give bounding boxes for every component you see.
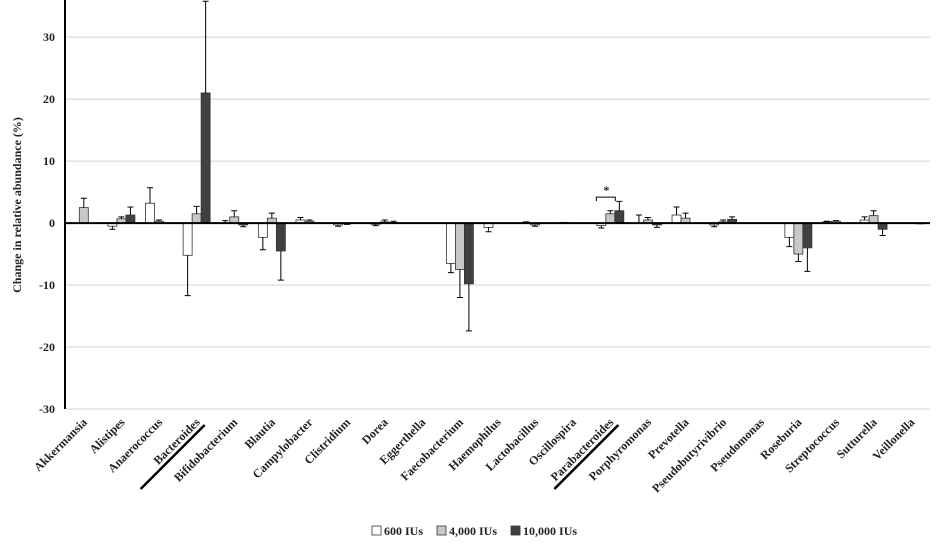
bar	[200, 92, 211, 224]
error-bar	[653, 224, 660, 228]
error-bar	[193, 205, 200, 214]
y-tick-label: -30	[39, 402, 55, 416]
error-bar	[823, 220, 830, 222]
bar	[257, 222, 268, 238]
legend-label: 600 IUs	[384, 524, 423, 538]
x-tick-label: Akkermansia	[31, 415, 90, 474]
bar	[784, 222, 795, 238]
bar	[793, 222, 804, 255]
error-bar	[682, 212, 689, 219]
error-bar	[879, 229, 886, 236]
error-bar	[335, 224, 342, 227]
y-tick-label: 20	[43, 92, 55, 106]
error-bar	[277, 250, 284, 281]
bar	[463, 222, 474, 285]
error-bar	[80, 197, 87, 208]
error-bar	[644, 217, 651, 220]
error-bar	[795, 254, 802, 263]
annotation: *	[603, 183, 609, 197]
error-bar	[786, 237, 793, 248]
error-bar	[598, 225, 605, 229]
legend-swatch	[510, 525, 521, 536]
bar	[868, 215, 879, 224]
y-axis-title: Change in relative abundance (%)	[10, 117, 24, 293]
error-bar	[184, 255, 191, 297]
error-bar	[231, 210, 238, 217]
error-bar	[297, 217, 304, 220]
error-bar	[259, 237, 266, 251]
error-bar	[118, 216, 125, 219]
error-bar	[832, 220, 839, 222]
error-bar	[711, 224, 718, 228]
error-bar	[372, 224, 379, 227]
y-tick-label: 10	[43, 154, 55, 168]
legend-swatch	[436, 525, 447, 536]
error-bar	[447, 263, 454, 274]
bar	[671, 214, 682, 224]
bar	[145, 202, 155, 224]
error-bar	[240, 224, 247, 228]
label-underline	[553, 424, 620, 490]
error-bar	[870, 210, 877, 216]
error-bar	[456, 269, 463, 298]
legend-swatch	[371, 525, 382, 536]
bar	[454, 222, 465, 270]
legend-label: 4,000 IUs	[449, 524, 497, 538]
error-bar	[616, 200, 623, 211]
x-tick-label: Dorea	[359, 415, 391, 447]
error-bar	[147, 187, 154, 204]
error-bar	[156, 219, 163, 222]
error-bar	[532, 224, 539, 227]
sig-bracket	[595, 196, 616, 202]
x-tick-label: Blautia	[242, 415, 278, 451]
error-bar	[729, 216, 736, 220]
bar	[182, 222, 193, 256]
error-bar	[635, 214, 642, 224]
bar	[78, 207, 89, 224]
bar	[614, 210, 625, 224]
error-bar	[465, 283, 472, 332]
error-bar	[127, 206, 134, 216]
error-bar	[381, 219, 388, 222]
error-bar	[720, 219, 727, 222]
bar	[445, 222, 456, 264]
error-bar	[485, 227, 492, 233]
error-bar	[109, 226, 116, 230]
legend-label: 10,000 IUs	[523, 524, 577, 538]
y-tick-label: -20	[39, 340, 55, 354]
bar	[605, 213, 616, 224]
y-tick-label: 30	[43, 30, 55, 44]
error-bar	[607, 210, 614, 214]
y-tick-label: -10	[39, 278, 55, 292]
error-bar	[861, 216, 868, 220]
error-bar	[268, 212, 275, 219]
error-bar	[202, 0, 209, 93]
error-bar	[673, 206, 680, 216]
bar	[191, 213, 202, 224]
label-underline	[139, 424, 206, 490]
error-bar	[306, 219, 313, 222]
bar	[125, 214, 136, 224]
error-bar	[804, 247, 811, 272]
bar	[275, 222, 286, 252]
bar	[802, 222, 813, 249]
y-tick-label: 0	[49, 216, 55, 230]
